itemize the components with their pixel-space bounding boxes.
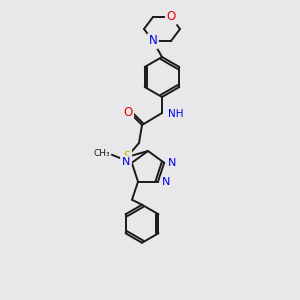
Text: O: O	[167, 11, 176, 23]
Text: N: N	[168, 158, 176, 168]
Text: N: N	[162, 177, 170, 187]
Text: N: N	[122, 157, 130, 167]
Text: S: S	[123, 151, 131, 164]
Text: O: O	[123, 106, 133, 119]
Text: N: N	[148, 34, 158, 47]
Text: CH₃: CH₃	[93, 149, 110, 158]
Text: NH: NH	[168, 109, 184, 119]
